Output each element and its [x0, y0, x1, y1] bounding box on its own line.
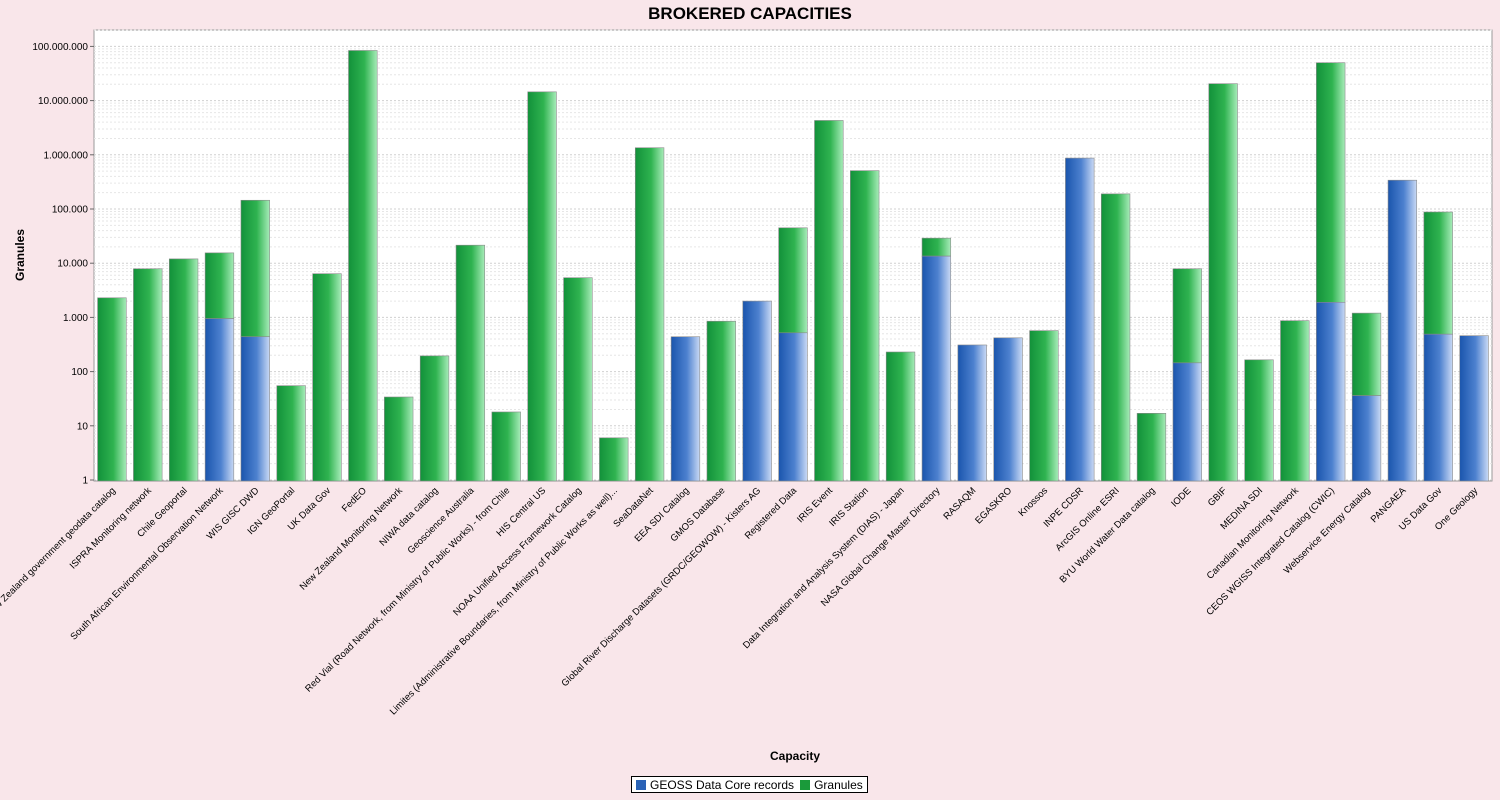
bar-granules [1136, 413, 1167, 482]
x-tick-label: Limites (Administrative Boundaries, from… [388, 485, 620, 717]
bar-granules [168, 258, 199, 482]
x-tick-label: GBIF [1206, 485, 1230, 509]
bar-granules [204, 252, 235, 319]
bar-geoss-records [1387, 179, 1418, 482]
y-tick-label: 10 [77, 421, 89, 432]
bar-geoss-records [204, 318, 235, 482]
bar-geoss-records [1172, 362, 1202, 482]
x-tick-label: FedEO [340, 485, 369, 514]
x-tick-label: IODE [1169, 485, 1193, 509]
bar-granules [1029, 330, 1059, 482]
bar-geoss-records [1351, 395, 1382, 482]
y-tick-label: 1 [82, 476, 88, 487]
legend-label-geoss: GEOSS Data Core records [650, 777, 795, 792]
bar-geoss-records [957, 344, 987, 482]
x-tick-label: RASAQM [941, 485, 978, 522]
bar-granules [850, 170, 880, 482]
bar-granules [491, 411, 521, 482]
bars [97, 50, 1489, 482]
bar-granules [1423, 211, 1453, 335]
bar-granules [1172, 268, 1202, 364]
x-axis-labels: New Zealand government geodata catalogIS… [0, 485, 1480, 718]
bar-granules [814, 120, 844, 482]
y-tick-label: 1.000 [63, 313, 88, 324]
bar-geoss-records [1065, 157, 1095, 482]
legend: GEOSS Data Core records Granules [631, 776, 868, 793]
x-tick-label: Knossos [1017, 485, 1051, 519]
bar-granules [276, 385, 306, 482]
bar-geoss-records [670, 336, 701, 482]
y-tick-label: 100 [71, 367, 88, 378]
legend-item-granules: Granules [800, 778, 863, 792]
bar-granules [419, 355, 450, 482]
bar-granules [706, 320, 736, 482]
bar-granules [599, 437, 629, 482]
bar-geoss-records [778, 332, 808, 482]
bar-granules [1316, 62, 1346, 303]
bar-granules [885, 351, 916, 482]
y-tick-label: 100.000 [52, 205, 89, 216]
bar-granules [778, 227, 808, 334]
bar-granules [1244, 359, 1274, 482]
bar-granules [97, 297, 127, 482]
y-axis-title: Granules [13, 229, 27, 281]
bar-granules [1100, 193, 1131, 482]
y-tick-label: 10.000 [57, 259, 88, 270]
x-tick-label: NOAA Unified Access Framework Catalog [451, 485, 584, 618]
bar-granules [634, 147, 665, 482]
x-axis-title: Capacity [770, 749, 820, 763]
y-axis-ticks: 1 10 100 1.000 10.000 100.000 1.000.000 10.000.… [32, 42, 94, 487]
bar-granules [240, 199, 270, 338]
y-tick-label: 10.000.000 [38, 96, 88, 107]
x-tick-label: ArcGIS Online ESRI [1053, 485, 1121, 553]
legend-item-geoss: GEOSS Data Core records [636, 778, 794, 792]
x-tick-label: New Zealand government geodata catalog [0, 485, 118, 619]
bar-granules [455, 244, 486, 482]
bar-granules [921, 237, 952, 257]
legend-label-granules: Granules [814, 777, 863, 792]
bar-granules [1280, 320, 1310, 482]
bar-geoss-records [921, 255, 952, 482]
y-tick-label: 100.000.000 [32, 42, 88, 53]
bar-granules [563, 277, 593, 482]
bar-granules [312, 273, 342, 482]
x-tick-label: EGASKRO [973, 485, 1014, 526]
chart-title: BROKERED CAPACITIES [648, 4, 852, 23]
legend-swatch-granules [800, 779, 811, 790]
bar-geoss-records [1459, 335, 1489, 482]
bar-granules [1351, 312, 1382, 396]
bar-granules [384, 396, 414, 482]
bar-geoss-records [1316, 301, 1346, 482]
bar-granules [348, 50, 378, 482]
bar-granules [133, 268, 163, 482]
bar-geoss-records [1423, 333, 1453, 482]
bar-geoss-records [742, 300, 772, 482]
bar-geoss-records [240, 336, 270, 482]
y-tick-label: 1.000.000 [44, 150, 89, 161]
x-tick-label: Geoscience Australia [406, 485, 477, 556]
x-tick-label: CEOS WGISS Integrated Catalog (CWIC) [1204, 485, 1336, 617]
bar-geoss-records [993, 337, 1023, 482]
bar-granules [1208, 83, 1238, 482]
legend-swatch-geoss [636, 779, 646, 790]
bar-granules [527, 91, 557, 482]
